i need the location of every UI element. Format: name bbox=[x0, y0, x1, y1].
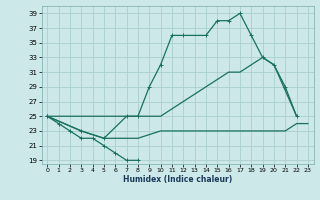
X-axis label: Humidex (Indice chaleur): Humidex (Indice chaleur) bbox=[123, 175, 232, 184]
